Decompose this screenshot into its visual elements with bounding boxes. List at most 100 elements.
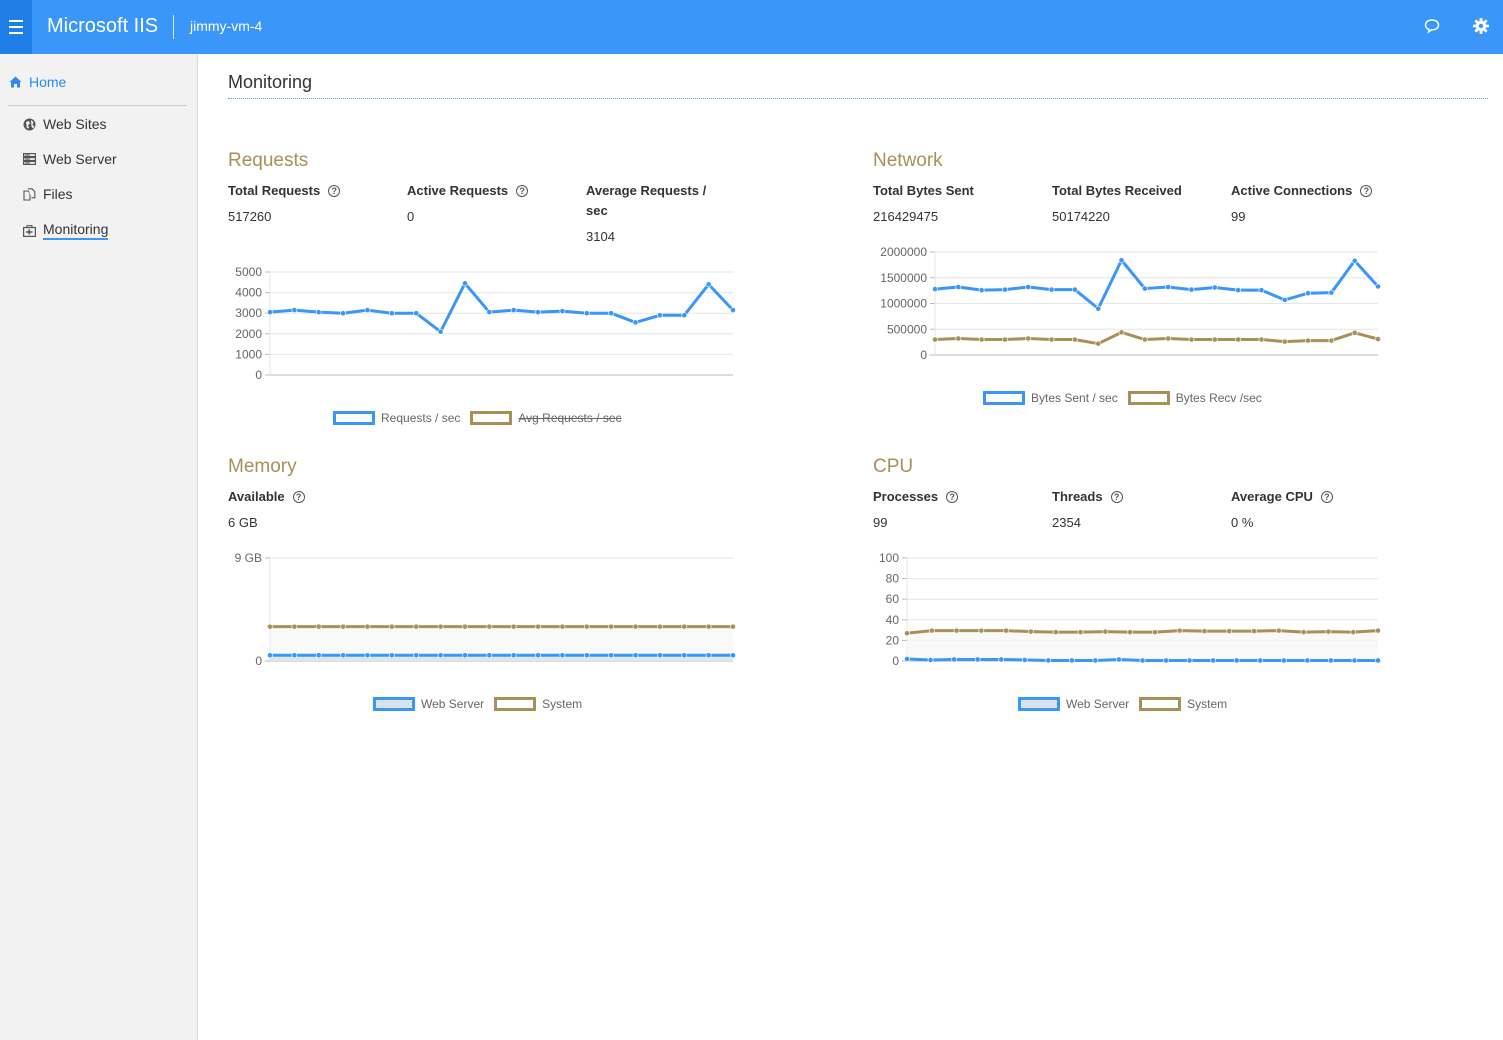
settings-gear-icon[interactable] bbox=[1472, 17, 1492, 37]
data-point bbox=[932, 286, 938, 292]
data-point bbox=[1095, 340, 1102, 347]
data-point bbox=[291, 623, 298, 630]
processes-label: Processes? bbox=[873, 487, 959, 507]
data-point bbox=[559, 308, 566, 315]
legend-item-bytes-sent[interactable]: Bytes Sent / sec bbox=[983, 391, 1118, 405]
data-point bbox=[1127, 629, 1134, 636]
app-title[interactable]: Microsoft IIS bbox=[47, 15, 159, 37]
legend-swatch bbox=[470, 411, 513, 425]
y-tick-label: 1000000 bbox=[880, 297, 927, 311]
help-icon[interactable]: ? bbox=[328, 185, 341, 197]
sidebar-item-files[interactable]: Files bbox=[23, 186, 73, 202]
y-tick-label: 1500000 bbox=[880, 271, 927, 285]
active-requests-label: Active Requests? bbox=[407, 181, 529, 201]
notifications-icon[interactable] bbox=[1423, 17, 1443, 37]
data-point bbox=[955, 284, 962, 290]
data-point bbox=[1235, 336, 1242, 343]
data-point bbox=[1077, 629, 1084, 636]
y-tick-label: 5000 bbox=[235, 265, 262, 279]
legend-label: Bytes Recv /sec bbox=[1175, 391, 1262, 405]
data-point bbox=[1258, 287, 1265, 294]
data-point bbox=[705, 652, 712, 659]
data-point bbox=[1351, 329, 1358, 336]
data-point bbox=[1188, 286, 1195, 293]
help-icon[interactable]: ? bbox=[516, 185, 529, 197]
legend-item-system[interactable]: System bbox=[1139, 697, 1227, 711]
help-icon[interactable]: ? bbox=[946, 491, 959, 503]
stat-label-text: Active Requests bbox=[407, 183, 509, 198]
stat-label-text: Threads bbox=[1052, 489, 1103, 504]
hamburger-menu-icon[interactable] bbox=[0, 0, 32, 54]
legend-item-web-server[interactable]: Web Server bbox=[1018, 697, 1129, 711]
data-point bbox=[437, 652, 444, 659]
data-point bbox=[1280, 657, 1287, 664]
data-point bbox=[1176, 627, 1183, 634]
sidebar-item-monitoring[interactable]: Monitoring bbox=[23, 221, 109, 240]
legend-item-web-server[interactable]: Web Server bbox=[373, 697, 484, 711]
data-point bbox=[1048, 336, 1055, 343]
data-point bbox=[1002, 286, 1008, 293]
sidebar-divider bbox=[8, 105, 187, 106]
data-point bbox=[1257, 657, 1264, 664]
average-requests-label: Average Requests / sec bbox=[586, 183, 707, 218]
threads-value: 2354 bbox=[1052, 515, 1081, 530]
help-icon[interactable]: ? bbox=[1320, 491, 1333, 503]
legend-item-system[interactable]: System bbox=[494, 697, 582, 711]
total-requests-value: 517260 bbox=[228, 209, 272, 224]
data-point bbox=[559, 623, 566, 630]
monitoring-icon bbox=[23, 224, 36, 237]
memory-legend: Web Server System bbox=[373, 697, 592, 711]
memory-chart: 0 9 GB bbox=[235, 551, 736, 668]
legend-swatch bbox=[333, 411, 375, 425]
data-point bbox=[1141, 336, 1148, 343]
data-point bbox=[291, 652, 298, 659]
data-point bbox=[315, 623, 322, 630]
data-point bbox=[1233, 657, 1240, 664]
server-icon bbox=[23, 153, 36, 165]
sidebar-item-web-sites[interactable]: Web Sites bbox=[23, 116, 107, 132]
legend-label: System bbox=[542, 697, 583, 711]
data-point bbox=[1235, 287, 1242, 294]
sidebar-item-home[interactable]: Home bbox=[9, 74, 66, 90]
series-line-0 bbox=[269, 281, 735, 334]
legend-label: Web Server bbox=[421, 697, 485, 711]
data-point bbox=[1186, 657, 1193, 664]
help-icon[interactable]: ? bbox=[1360, 185, 1373, 197]
data-point bbox=[510, 652, 517, 659]
help-icon[interactable]: ? bbox=[292, 491, 305, 503]
stat-label-text: Available bbox=[228, 489, 285, 504]
data-point bbox=[1375, 657, 1381, 664]
data-point bbox=[291, 307, 298, 314]
data-point bbox=[1275, 627, 1282, 634]
data-point bbox=[413, 623, 420, 630]
data-point bbox=[535, 623, 541, 630]
data-point bbox=[705, 281, 712, 288]
data-point bbox=[951, 656, 957, 663]
data-point bbox=[388, 652, 395, 659]
data-point bbox=[1002, 336, 1008, 343]
y-tick-label: 60 bbox=[886, 592, 900, 606]
help-icon[interactable]: ? bbox=[1110, 491, 1123, 503]
data-point bbox=[730, 307, 736, 314]
legend-item-requests-per-sec[interactable]: Requests / sec bbox=[333, 411, 460, 425]
data-point bbox=[1151, 629, 1158, 636]
data-point bbox=[656, 312, 663, 319]
legend-item-avg-requests[interactable]: Avg Requests / sec bbox=[470, 411, 622, 425]
legend-item-bytes-recv[interactable]: Bytes Recv /sec bbox=[1127, 391, 1262, 405]
data-point bbox=[1305, 290, 1311, 297]
data-point bbox=[1071, 336, 1078, 343]
server-name[interactable]: jimmy-vm-4 bbox=[190, 18, 263, 34]
sidebar-item-web-server[interactable]: Web Server bbox=[23, 151, 117, 167]
data-point bbox=[955, 335, 962, 342]
data-point bbox=[998, 656, 1005, 663]
requests-section-title: Requests bbox=[228, 150, 309, 171]
active-connections-value: 99 bbox=[1231, 209, 1246, 224]
legend-swatch bbox=[373, 697, 415, 711]
data-point bbox=[1092, 657, 1099, 664]
data-point bbox=[932, 336, 938, 343]
series-area-1 bbox=[270, 626, 733, 661]
data-point bbox=[1375, 283, 1381, 290]
stat-label-text: Processes bbox=[873, 489, 939, 504]
data-point bbox=[1300, 629, 1307, 636]
data-point bbox=[978, 627, 985, 634]
